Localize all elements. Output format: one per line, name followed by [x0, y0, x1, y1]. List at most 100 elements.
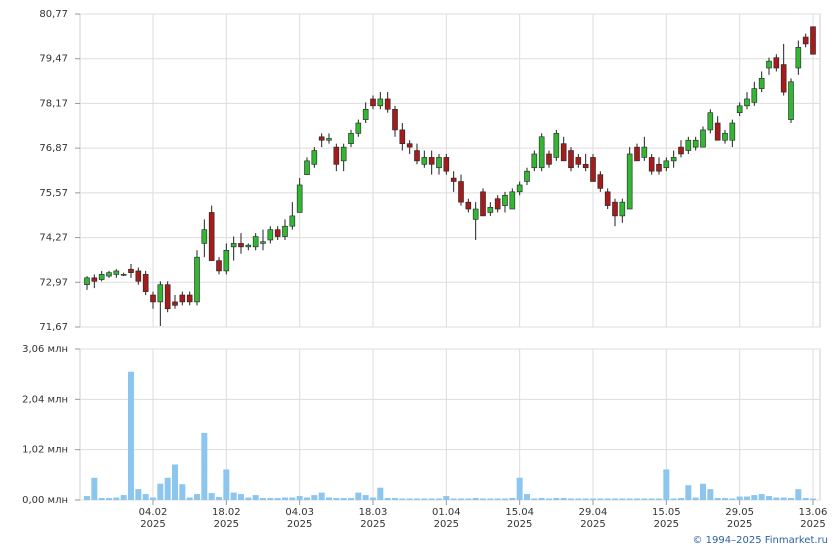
candle-body — [692, 139, 699, 148]
volume-bar — [245, 497, 252, 500]
candle-body — [157, 284, 164, 303]
y-tick-label: 2,04 млн — [22, 394, 68, 405]
candle-body — [414, 150, 420, 162]
volume-bar — [692, 497, 699, 500]
volume-bar — [113, 497, 120, 500]
candle-body — [788, 81, 794, 120]
volume-bar — [296, 496, 303, 500]
volume-bar — [384, 498, 391, 500]
volume-bar — [348, 498, 354, 500]
volume-bar — [575, 498, 582, 500]
volume-bar — [106, 498, 112, 500]
candle-body — [810, 26, 816, 55]
volume-bar — [84, 496, 90, 500]
candle-body — [458, 181, 464, 203]
candle-body — [267, 229, 274, 241]
candle-body — [150, 294, 156, 303]
volume-bar — [546, 498, 552, 500]
candle-body — [428, 157, 435, 165]
volume-bar — [553, 498, 560, 500]
candle-body — [670, 157, 677, 162]
volume-bar — [722, 498, 728, 500]
volume-bar — [582, 498, 589, 500]
volume-bar — [370, 497, 376, 500]
candle-body — [91, 277, 98, 282]
y-tick-label: 3,06 млн — [22, 344, 68, 355]
candle-body — [487, 207, 494, 213]
volume-bar — [172, 464, 178, 500]
candle-body — [538, 136, 545, 169]
volume-bar — [494, 498, 501, 500]
volume-bar — [788, 498, 794, 500]
volume-bar — [406, 498, 413, 500]
volume-bar — [670, 498, 677, 500]
candle-body — [186, 294, 193, 303]
volume-bar — [223, 469, 230, 500]
candle-body — [780, 64, 787, 93]
y-tick-label: 74,27 — [39, 233, 68, 244]
candle-body — [274, 229, 281, 237]
volume-bar — [626, 498, 633, 500]
candle-body — [326, 138, 332, 141]
candle-body — [648, 157, 655, 172]
volume-bar — [802, 498, 809, 500]
candle-body — [370, 98, 376, 107]
volume-bar — [216, 497, 222, 500]
volume-bar — [568, 498, 574, 500]
volume-bar — [450, 498, 457, 500]
volume-bar — [179, 484, 186, 500]
volume-bar — [590, 498, 596, 500]
volume-bar — [656, 498, 662, 500]
candle-body — [252, 236, 259, 248]
y-tick-label: 80,77 — [39, 9, 68, 20]
y-tick-label: 72,97 — [39, 277, 68, 288]
candle-body — [751, 88, 758, 103]
candle-body — [568, 150, 574, 169]
candle-body — [304, 160, 310, 175]
candle-body — [744, 98, 750, 107]
candle-body — [443, 157, 450, 172]
candle-body — [172, 301, 178, 306]
candle-body — [502, 194, 508, 206]
volume-bar — [714, 498, 721, 500]
candle-body — [773, 57, 780, 69]
volume-bar — [729, 498, 736, 500]
candle-body — [238, 243, 244, 248]
candle-body — [179, 294, 186, 303]
candle-body — [362, 108, 369, 120]
candle-body — [135, 270, 142, 282]
volume-bar — [289, 497, 296, 500]
volume-bar — [538, 498, 545, 500]
candle-body — [766, 60, 772, 69]
candle-body — [714, 122, 721, 141]
volume-bar — [399, 498, 406, 500]
volume-bar — [392, 498, 398, 500]
volume-bar — [531, 498, 538, 500]
candle-body — [260, 241, 266, 244]
candle-body — [216, 260, 222, 272]
candle-body — [700, 129, 706, 148]
volume-bar — [208, 493, 215, 500]
candle-body — [590, 157, 596, 182]
plot-frame — [79, 348, 821, 501]
candle-body — [516, 184, 523, 193]
candle-body — [296, 184, 303, 213]
candle-body — [208, 212, 215, 261]
candle-body — [84, 277, 90, 285]
candle-body — [802, 36, 809, 45]
volume-bar — [472, 498, 479, 500]
candle-body — [560, 143, 567, 162]
candle-body — [707, 112, 714, 131]
volume-bar — [98, 498, 105, 500]
candle-body — [194, 256, 200, 303]
candle-body — [113, 270, 120, 275]
candle-body — [406, 143, 413, 148]
candle-body — [575, 157, 582, 165]
candle-body — [465, 201, 472, 210]
volume-bar — [758, 494, 765, 500]
y-tick-label: 0,00 млн — [22, 495, 68, 506]
candle-body — [582, 164, 589, 169]
candle-body — [634, 146, 640, 162]
volume-bar — [186, 497, 193, 500]
volume-bar — [773, 497, 780, 500]
